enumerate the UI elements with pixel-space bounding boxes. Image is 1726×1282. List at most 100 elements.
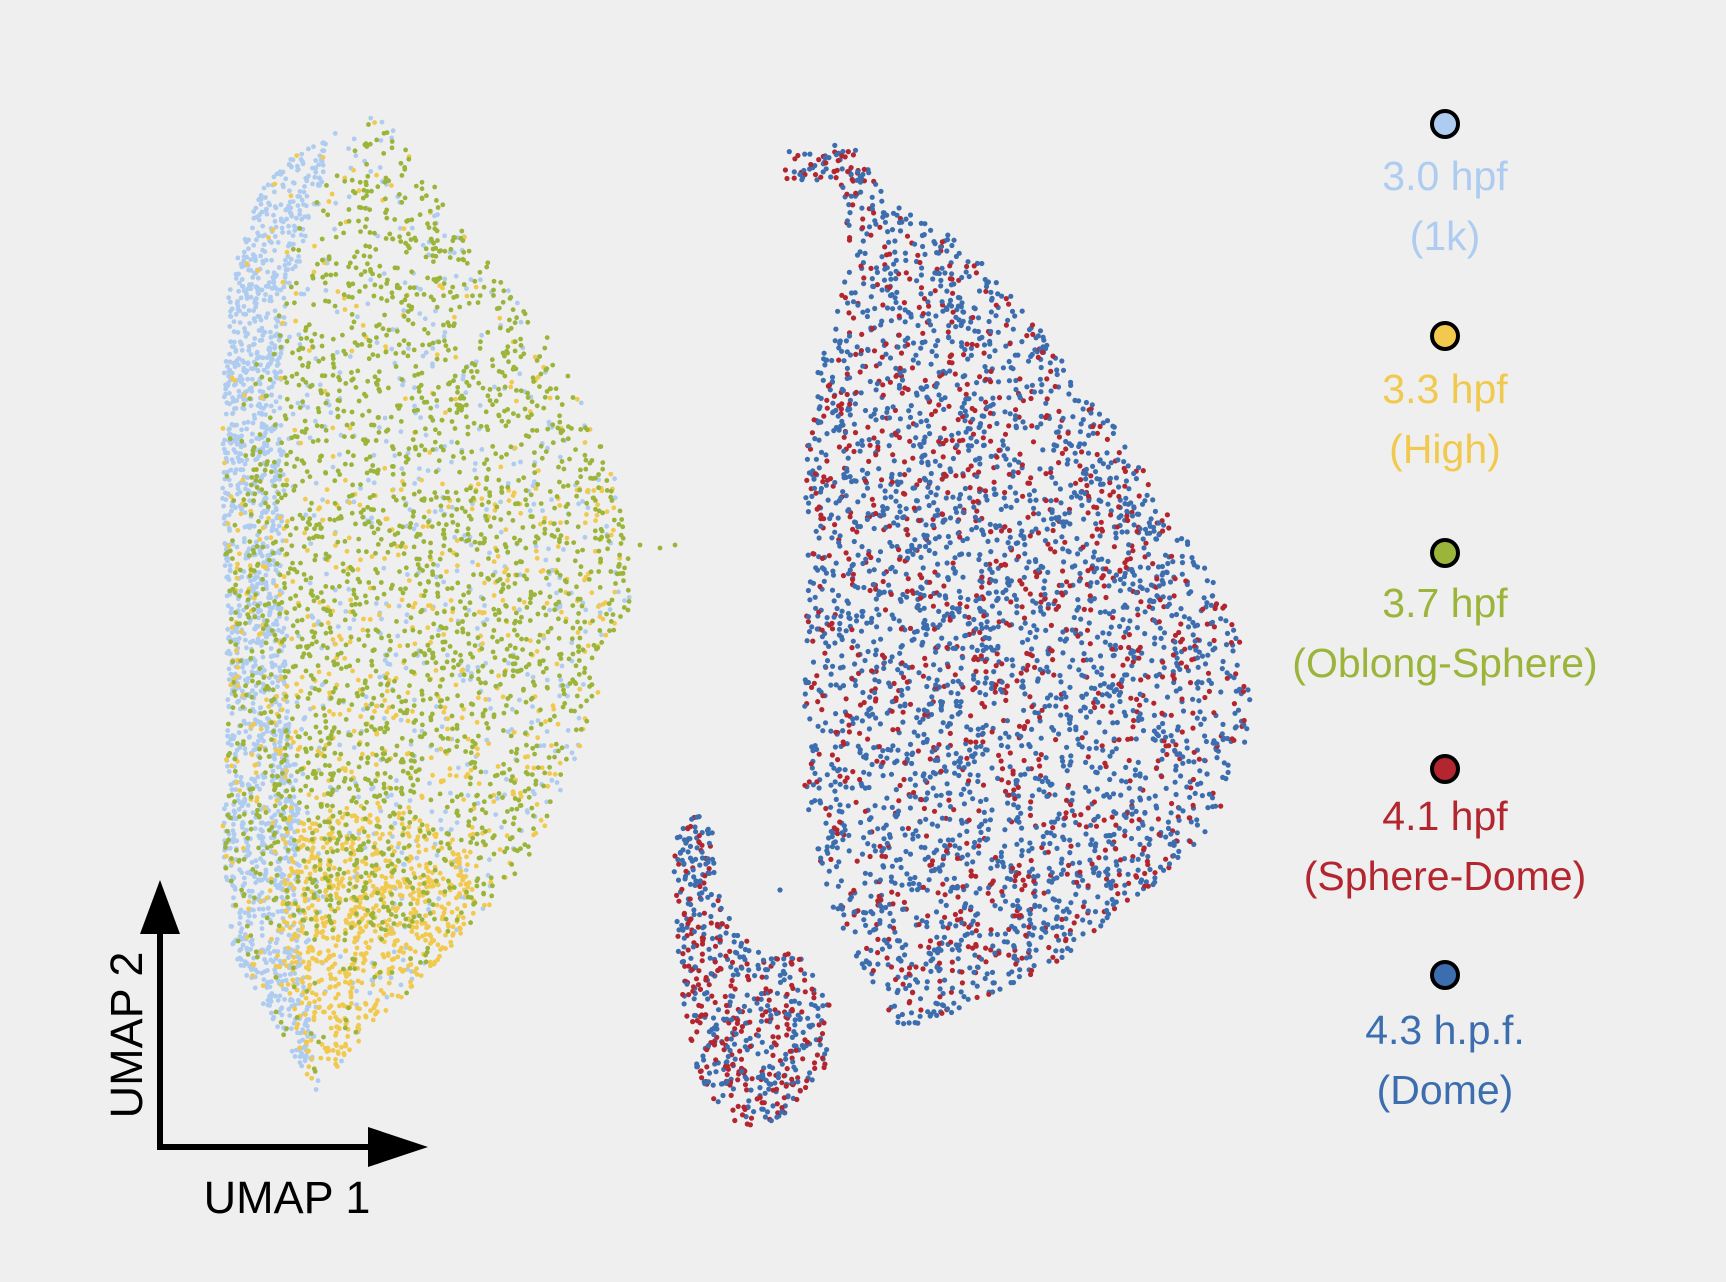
data-point xyxy=(363,1000,368,1006)
data-point xyxy=(238,962,244,968)
data-point xyxy=(306,146,311,152)
data-point xyxy=(376,908,382,913)
data-point xyxy=(426,509,432,514)
data-point xyxy=(328,1025,334,1031)
data-point xyxy=(410,627,416,633)
data-point xyxy=(332,131,338,136)
data-point xyxy=(422,447,428,453)
data-point xyxy=(374,816,380,822)
data-point xyxy=(314,884,319,889)
data-point xyxy=(282,878,288,884)
data-point xyxy=(280,279,286,285)
data-point xyxy=(264,355,270,361)
data-point xyxy=(346,586,352,592)
data-point xyxy=(461,797,467,802)
data-point xyxy=(268,957,274,963)
data-point xyxy=(261,424,266,430)
data-point xyxy=(290,977,296,983)
data-point xyxy=(438,507,444,513)
data-point xyxy=(231,680,237,685)
data-point xyxy=(432,867,438,873)
data-point xyxy=(366,338,372,343)
data-point xyxy=(423,246,429,252)
data-point xyxy=(264,520,270,525)
data-point xyxy=(367,819,373,825)
data-point xyxy=(482,603,487,608)
data-point xyxy=(360,514,366,520)
data-point xyxy=(250,452,256,458)
data-point xyxy=(545,685,550,691)
data-point xyxy=(427,208,433,214)
data-point xyxy=(514,632,520,638)
data-point xyxy=(362,205,368,211)
data-point xyxy=(578,564,584,570)
data-point xyxy=(260,731,266,737)
data-point xyxy=(288,805,294,811)
data-point xyxy=(343,948,349,953)
data-point xyxy=(412,444,418,450)
data-point xyxy=(332,531,338,537)
data-point xyxy=(526,794,532,800)
data-point xyxy=(343,609,349,614)
data-point xyxy=(405,572,410,577)
data-point xyxy=(333,1041,339,1047)
data-point xyxy=(225,728,231,733)
data-point xyxy=(326,948,331,954)
data-point xyxy=(259,328,265,334)
data-point xyxy=(378,536,384,542)
data-point xyxy=(377,805,383,810)
data-point xyxy=(293,291,299,296)
data-point xyxy=(282,958,287,964)
data-point xyxy=(458,868,464,874)
data-point xyxy=(334,349,340,355)
data-point xyxy=(546,569,551,575)
data-point xyxy=(457,925,463,931)
data-point xyxy=(315,261,320,267)
data-point xyxy=(361,616,366,622)
data-point xyxy=(440,876,446,882)
data-point xyxy=(460,915,466,920)
data-point xyxy=(244,961,250,966)
data-point xyxy=(235,956,241,962)
data-point xyxy=(434,352,440,358)
data-point xyxy=(438,890,443,895)
data-point xyxy=(498,529,504,535)
data-point xyxy=(314,753,320,758)
data-point xyxy=(316,358,322,364)
data-point xyxy=(424,193,429,199)
data-point xyxy=(500,597,506,603)
data-point xyxy=(388,774,393,780)
data-point xyxy=(295,163,300,169)
data-point xyxy=(435,590,440,596)
data-point xyxy=(252,614,258,620)
data-point xyxy=(412,481,418,486)
data-point xyxy=(491,714,497,720)
data-point xyxy=(227,563,233,568)
data-point xyxy=(225,364,230,369)
data-point xyxy=(407,524,413,530)
data-point xyxy=(490,363,496,369)
data-point xyxy=(356,218,361,224)
data-point xyxy=(351,745,357,750)
data-point xyxy=(335,886,341,891)
data-point xyxy=(295,1021,301,1027)
data-point xyxy=(255,574,260,580)
data-point xyxy=(305,846,310,851)
data-point xyxy=(395,905,400,911)
data-point xyxy=(529,399,535,405)
data-point xyxy=(268,535,274,541)
data-point xyxy=(333,1033,338,1038)
data-point xyxy=(334,309,340,315)
data-point xyxy=(476,609,482,615)
data-point xyxy=(472,816,477,822)
data-point xyxy=(319,343,325,349)
data-point xyxy=(320,845,326,850)
data-point xyxy=(439,826,444,832)
data-point xyxy=(358,874,364,880)
data-point xyxy=(465,526,471,532)
data-point xyxy=(312,864,318,869)
data-point xyxy=(317,823,323,829)
data-point xyxy=(342,461,348,467)
data-point xyxy=(342,539,348,544)
data-point xyxy=(449,459,454,465)
